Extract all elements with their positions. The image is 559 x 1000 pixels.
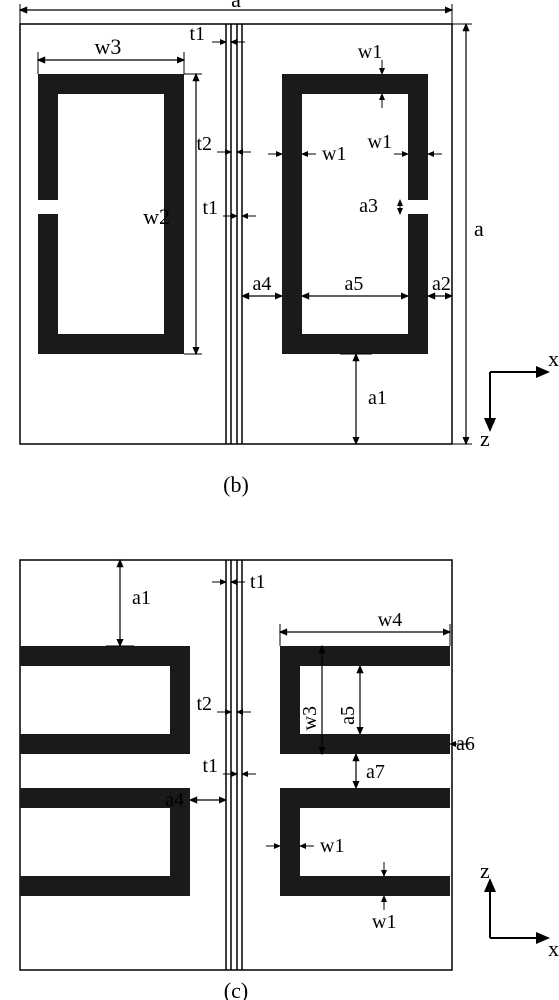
figc-right-top-c	[280, 734, 450, 754]
figb-right-ring	[282, 334, 428, 354]
figc-left-bot-c	[20, 876, 190, 896]
figb-left-ring	[38, 334, 184, 354]
dim-a-top: a	[231, 0, 241, 12]
axis-x-label-c: x	[548, 936, 559, 961]
dim-w1-top: w1	[358, 41, 382, 63]
dim-c-w4: w4	[378, 609, 402, 631]
axis-z-label: z	[480, 426, 490, 451]
diagram-svg: a a w3 w2 t1 t2 t1 w1 w1 w1 a3 a5 a4 a2 …	[0, 0, 559, 1000]
dim-w3: w3	[95, 34, 122, 59]
dim-a1: a1	[368, 387, 387, 409]
figb-left-ring	[38, 214, 58, 354]
dim-c-a1: a1	[132, 587, 151, 609]
dim-c-a6: a6	[456, 733, 475, 755]
dim-a3: a3	[359, 195, 378, 217]
dim-w1-left: w1	[322, 143, 346, 165]
figc-right-bot-c	[280, 876, 450, 896]
dim-c-t1top: t1	[250, 571, 266, 593]
dim-a5: a5	[345, 273, 364, 295]
dim-c-w1v: w1	[372, 911, 396, 933]
dim-t2: t2	[196, 133, 212, 155]
axis-z-label-c: z	[480, 858, 490, 883]
figb-left-ring	[38, 74, 184, 94]
axis-x-label: x	[548, 346, 559, 371]
dim-a4: a4	[253, 273, 272, 295]
figb-right-ring	[408, 74, 428, 200]
dim-c-w3: w3	[299, 706, 321, 730]
figb-right-ring	[408, 214, 428, 354]
dim-c-a4: a4	[165, 789, 184, 811]
caption-c: (c)	[224, 978, 248, 1000]
dim-a-right: a	[474, 216, 484, 241]
dim-w2: w2	[143, 204, 170, 229]
dim-t1-mid: t1	[202, 197, 218, 219]
dim-c-t2: t2	[196, 693, 212, 715]
dim-c-w1h: w1	[320, 835, 344, 857]
page: a a w3 w2 t1 t2 t1 w1 w1 w1 a3 a5 a4 a2 …	[0, 0, 559, 1000]
figb-left-ring	[38, 74, 58, 200]
caption-b: (b)	[223, 472, 249, 497]
figb-right-ring	[282, 74, 302, 354]
figc-right-bot-c	[280, 788, 450, 808]
dim-t1-top: t1	[189, 23, 205, 45]
dim-c-t1mid: t1	[202, 755, 218, 777]
figc-left-top-c	[20, 646, 190, 666]
dim-c-a7: a7	[366, 761, 385, 783]
figb-right-ring	[282, 74, 428, 94]
dim-c-a5: a5	[337, 706, 359, 725]
figc-left-top-c	[20, 734, 190, 754]
figc-right-top-c	[280, 646, 450, 666]
dim-w1-right: w1	[368, 131, 392, 153]
dim-a2: a2	[432, 273, 451, 295]
